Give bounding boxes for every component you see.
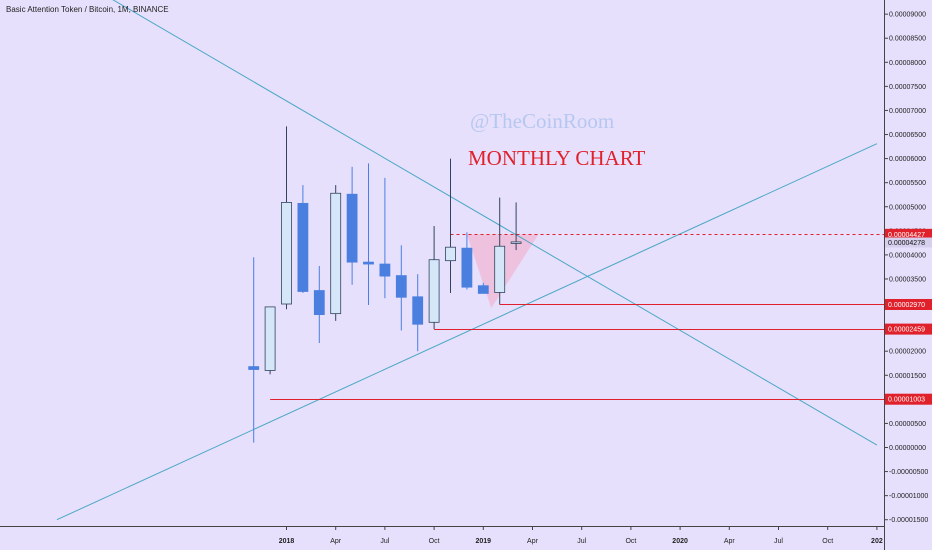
candle-body [313,290,325,316]
candle-2018-12 [461,232,473,290]
symbol-title: Basic Attention Token / Bitcoin, 1M, BIN… [6,5,169,14]
y-tick-label: -0.00000500 [889,469,928,476]
candle-2018-01 [281,126,292,310]
y-tick-label: 0.00000000 [889,445,926,452]
y-tick-label: 0.00008000 [889,60,926,67]
candle-body [248,366,260,370]
candle-2018-08 [395,245,407,331]
y-tick-label: 0.00008500 [889,36,926,43]
y-tick-label: 0.00006500 [889,132,926,139]
trendline-2 [56,143,878,521]
y-tick-label: -0.00001000 [889,493,928,500]
current-price-label: 0.00004278 [888,240,925,247]
x-tick-label: Oct [429,538,440,545]
x-tick-label: Apr [527,538,539,545]
level-tag-label: 0.00002970 [888,302,925,309]
trendline-1 [112,0,878,446]
price-axis-bg [884,0,932,550]
x-tick-label: Oct [625,538,636,545]
x-tick-label: 202 [871,538,883,545]
y-tick-label: 0.00005000 [889,204,926,211]
candle-body [297,202,309,292]
y-tick-label: 0.00001500 [889,373,926,380]
y-tick-label: -0.00001500 [889,517,928,524]
candle-2018-06 [363,163,374,305]
candle-2018-07 [379,177,391,299]
x-tick-label: Jul [577,538,586,545]
candle-body [363,261,374,265]
candle-2018-10 [428,226,440,330]
candle-2019-03 [510,202,522,251]
time-axis-bg [0,526,884,550]
y-tick-label: 0.00009000 [889,12,926,19]
x-tick-label: Oct [822,538,833,545]
level-tag-2 [885,298,932,310]
candle-body [346,193,358,263]
level-tag-label: 0.00004427 [888,232,925,239]
candle-body [461,247,473,288]
plot-area [56,0,884,521]
candle-2017-11 [248,257,260,443]
current-price-tag [885,237,932,248]
level-tag-label: 0.00002459 [888,327,925,334]
x-tick-label: 2020 [672,538,688,545]
candle-2019-01 [477,282,489,294]
level-tag-1 [885,228,932,240]
candle-2018-09 [412,274,424,352]
candle-2017-12 [264,306,276,375]
candle-2018-11 [445,158,456,293]
candle-2018-03 [313,265,325,344]
y-tick-label: 0.00004000 [889,252,926,259]
chart-annotation-label: MONTHLY CHART [468,146,646,170]
y-tick-label: 0.00007000 [889,108,926,115]
x-tick-label: Apr [724,538,736,545]
y-tick-label: 0.00006000 [889,156,926,163]
x-tick-label: 2018 [279,538,295,545]
candle-body [445,246,456,262]
candle-body [281,202,292,305]
x-tick-label: Jul [380,538,389,545]
level-tag-3 [885,323,932,335]
y-tick-label: 0.00000500 [889,421,926,428]
candle-2019-02 [494,197,506,305]
candle-2018-05 [346,166,358,285]
x-tick-label: 2019 [476,538,492,545]
x-tick-label: Apr [330,538,342,545]
candle-body [428,259,440,323]
level-tag-label: 0.00001003 [888,397,925,404]
watermark-text: @TheCoinRoom [470,109,615,133]
candle-body [330,192,342,315]
candle-body [379,263,391,277]
candle-body [494,245,506,293]
level-tag-4 [885,393,932,405]
x-tick-label: Jul [774,538,783,545]
candle-body [395,275,407,298]
candle-body [477,285,489,294]
candle-2018-04 [330,185,342,321]
candle-body [510,241,522,244]
candle-2018-02 [297,185,309,293]
y-tick-label: 0.00003500 [889,276,926,283]
candle-body [264,306,276,371]
y-tick-label: 0.00002000 [889,349,926,356]
y-tick-label: 0.00005500 [889,180,926,187]
candle-body [412,296,424,325]
y-tick-label: 0.00007500 [889,84,926,91]
